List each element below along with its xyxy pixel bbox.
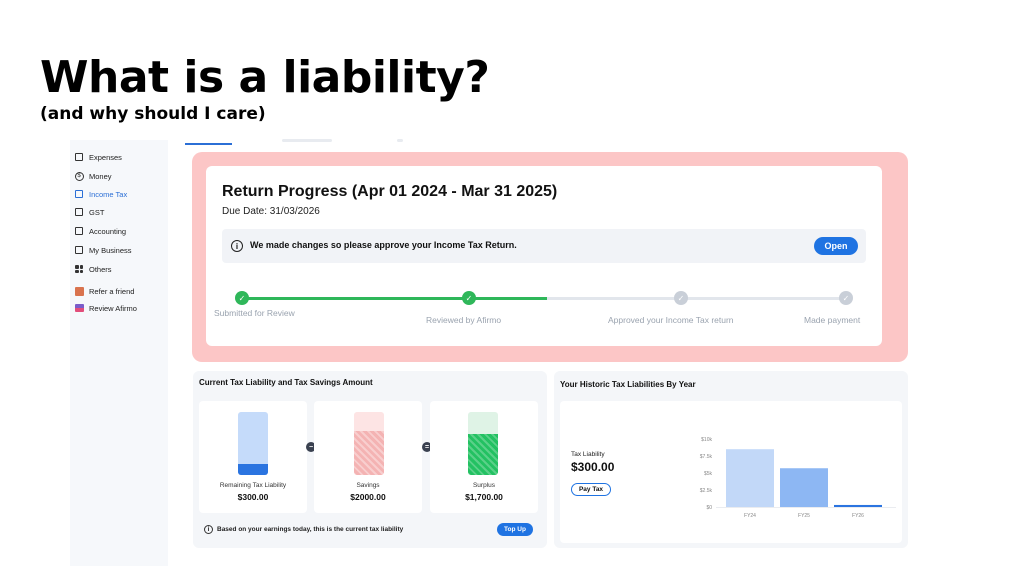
step-3-check-icon: ✓ bbox=[674, 291, 688, 305]
sidebar: Expenses $ Money Income Tax GST Accounti… bbox=[70, 140, 168, 566]
x-tick-label: FY25 bbox=[798, 513, 810, 519]
x-tick-label: FY24 bbox=[744, 513, 756, 519]
y-tick-label: $0 bbox=[706, 505, 712, 511]
sidebar-item-label: Income Tax bbox=[89, 189, 128, 199]
sidebar-item-label: My Business bbox=[89, 245, 132, 255]
bar-fy25 bbox=[780, 468, 828, 507]
step-label: Approved your Income Tax return bbox=[608, 315, 734, 325]
tax-liability-value: $300.00 bbox=[571, 460, 615, 474]
tab-placeholder[interactable] bbox=[282, 139, 332, 142]
dollar-coin-icon: $ bbox=[74, 171, 84, 181]
card-label: Surplus bbox=[472, 482, 496, 489]
return-progress-title: Return Progress (Apr 01 2024 - Mar 31 20… bbox=[222, 183, 558, 200]
x-tick-label: FY26 bbox=[852, 513, 864, 519]
progress-track-fill bbox=[242, 297, 547, 300]
liability-footer-text: Based on your earnings today, this is th… bbox=[217, 526, 404, 533]
notice-text: We made changes so please approve your I… bbox=[250, 240, 517, 250]
historic-liabilities-panel: Your Historic Tax Liabilities By Year Ta… bbox=[554, 371, 908, 548]
panel-title: Current Tax Liability and Tax Savings Am… bbox=[199, 378, 373, 387]
historic-bar-chart: $10k $7.5k $5k $2.5k $0 FY24 FY25 FY26 bbox=[700, 437, 896, 519]
card-value: $1,700.00 bbox=[465, 492, 503, 502]
pay-tax-button[interactable]: Pay Tax bbox=[571, 483, 611, 496]
panel-title: Your Historic Tax Liabilities By Year bbox=[560, 380, 696, 389]
sidebar-item-label: GST bbox=[89, 207, 105, 217]
remaining-tax-liability-card: Remaining Tax Liability $300.00 bbox=[199, 401, 307, 513]
step-2-check-icon: ✓ bbox=[462, 291, 476, 305]
step-4-check-icon: ✓ bbox=[839, 291, 853, 305]
slide-title: What is a liability? bbox=[40, 52, 490, 103]
gift-icon bbox=[74, 286, 84, 296]
savings-gauge bbox=[354, 412, 384, 475]
sidebar-item-money[interactable]: $ Money bbox=[74, 169, 112, 183]
top-up-button[interactable]: Top Up bbox=[497, 523, 533, 536]
sidebar-item-others[interactable]: Others bbox=[74, 262, 112, 276]
card-value: $2000.00 bbox=[350, 492, 386, 502]
briefcase-icon bbox=[74, 245, 84, 255]
minus-icon: − bbox=[306, 442, 316, 452]
equals-icon: = bbox=[422, 442, 432, 452]
sidebar-item-label: Accounting bbox=[89, 226, 127, 236]
y-tick-label: $5k bbox=[704, 471, 713, 477]
info-icon: i bbox=[204, 525, 213, 534]
sidebar-item-expenses[interactable]: Expenses bbox=[74, 150, 122, 164]
document-icon bbox=[74, 207, 84, 217]
due-date: Due Date: 31/03/2026 bbox=[222, 206, 320, 217]
sidebar-item-label: Refer a friend bbox=[89, 286, 135, 296]
sidebar-item-gst[interactable]: GST bbox=[74, 205, 104, 219]
step-label: Made payment bbox=[804, 315, 861, 325]
receipt-icon bbox=[74, 152, 84, 162]
tab-placeholder[interactable] bbox=[397, 139, 403, 142]
ledger-icon bbox=[74, 226, 84, 236]
return-progress-card: Return Progress (Apr 01 2024 - Mar 31 20… bbox=[206, 166, 882, 346]
y-tick-label: $10k bbox=[701, 437, 712, 443]
slide-subtitle: (and why should I care) bbox=[40, 104, 266, 124]
open-button[interactable]: Open bbox=[814, 237, 858, 255]
surplus-gauge bbox=[468, 412, 498, 475]
historic-card: Tax Liability $300.00 Pay Tax $10k $7.5k $… bbox=[560, 401, 902, 543]
bar-fy24 bbox=[726, 449, 774, 507]
sidebar-item-income-tax[interactable]: Income Tax bbox=[74, 187, 127, 201]
grid-icon bbox=[74, 264, 84, 274]
sidebar-item-label: Review Afirmo bbox=[89, 303, 137, 313]
notice-banner: i We made changes so please approve your… bbox=[222, 229, 866, 263]
sidebar-item-label: Expenses bbox=[89, 152, 122, 162]
sidebar-item-my-business[interactable]: My Business bbox=[74, 243, 132, 257]
step-label: Reviewed by Afirmo bbox=[426, 315, 502, 325]
y-tick-label: $2.5k bbox=[700, 488, 713, 494]
card-label: Remaining Tax Liability bbox=[219, 482, 287, 489]
active-tab-indicator bbox=[185, 143, 232, 145]
tax-liability-panel: Current Tax Liability and Tax Savings Am… bbox=[193, 371, 547, 548]
tax-icon bbox=[74, 189, 84, 199]
review-icon bbox=[74, 303, 84, 313]
card-value: $300.00 bbox=[237, 492, 269, 502]
step-1-check-icon: ✓ bbox=[235, 291, 249, 305]
surplus-card: Surplus $1,700.00 bbox=[430, 401, 538, 513]
bar-fy26 bbox=[834, 504, 882, 507]
sidebar-item-refer-a-friend[interactable]: Refer a friend bbox=[74, 284, 134, 298]
card-label: Savings bbox=[356, 482, 380, 489]
y-tick-label: $7.5k bbox=[700, 454, 713, 460]
step-label: Submitted for Review bbox=[214, 308, 295, 318]
sidebar-item-label: Others bbox=[89, 264, 112, 274]
remaining-liability-gauge bbox=[238, 412, 268, 475]
savings-card: Savings $2000.00 bbox=[314, 401, 422, 513]
tax-liability-label: Tax Liability bbox=[571, 451, 605, 458]
info-icon: i bbox=[231, 240, 243, 252]
sidebar-item-label: Money bbox=[89, 171, 112, 181]
sidebar-item-review-afirmo[interactable]: Review Afirmo bbox=[74, 301, 137, 315]
sidebar-item-accounting[interactable]: Accounting bbox=[74, 224, 126, 238]
